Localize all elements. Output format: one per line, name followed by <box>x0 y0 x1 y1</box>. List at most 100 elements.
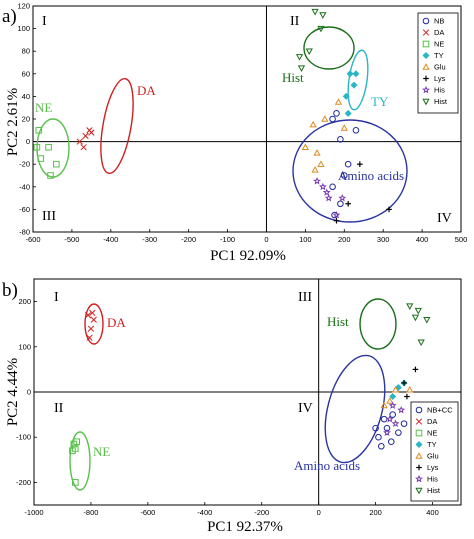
panel-b-quadrant-1: I <box>54 290 59 305</box>
legend-marker-his <box>422 85 430 94</box>
data-point-nb <box>344 160 352 168</box>
data-point-nb <box>329 183 336 191</box>
x-tick-label: -400 <box>103 235 118 244</box>
legend-marker-glu <box>422 63 430 70</box>
panel-b: b) -1000 -800 -600 -400 -200 0 200 400 -200-100… <box>2 278 462 535</box>
y-tick-label: 100 <box>18 342 31 351</box>
data-point-ne <box>53 160 60 168</box>
y-tick-label: 20 <box>22 115 30 124</box>
y-tick-label: 0 <box>27 388 31 397</box>
legend-marker-nb <box>422 17 430 25</box>
data-point-nb-cc <box>377 442 385 450</box>
y-tick-label: -60 <box>19 205 30 214</box>
data-point-hist <box>417 339 425 347</box>
panel-b-axis-lines <box>34 279 461 505</box>
y-tick-label: 100 <box>17 24 30 33</box>
data-point-da <box>90 316 97 323</box>
panel-a-legend-box <box>417 12 459 114</box>
x-tick-label: 300 <box>377 235 390 244</box>
data-point-hist <box>295 54 304 61</box>
legend-marker-ne <box>415 429 423 437</box>
panel-a-da-label: DA <box>137 83 156 98</box>
panel-a-ne-label: NE <box>35 100 52 115</box>
data-point-ty <box>350 81 358 89</box>
y-tick-label: 40 <box>22 92 30 101</box>
data-point-ty <box>344 109 352 117</box>
data-point-nb-cc <box>387 438 395 446</box>
legend-label: Hist <box>427 486 441 495</box>
data-point-glu <box>334 98 343 105</box>
legend-marker-glu <box>415 452 423 459</box>
data-point-ne <box>71 479 79 486</box>
data-point-hist <box>297 65 306 72</box>
legend-label: NE <box>434 40 444 49</box>
data-point-ne <box>35 127 43 134</box>
panel-b-legend-box <box>410 401 459 502</box>
panel-b-hist-label: Hist <box>327 314 349 329</box>
panel-a-amino-ellipse <box>292 119 408 223</box>
panel-b-y-axis-title: PC2 4.44% <box>5 358 21 426</box>
panel-a: a) -600 -500 -400 -300 -200 -100 0 100 200 300 400… <box>2 2 467 265</box>
panel-b-legend: NB+CC DA NE TY Glu Lys His Hist <box>410 401 459 502</box>
panel-a-x-ticks: -600 -500 -400 -300 -200 -100 0 100 200 300 400 500 <box>25 229 467 244</box>
x-tick-label: -600 <box>25 235 40 244</box>
panel-a-y-axis-title: PC2 2.61% <box>5 88 21 156</box>
legend-marker-lys <box>416 464 422 471</box>
data-point-nb <box>329 115 336 123</box>
data-point-nb-cc <box>372 424 379 432</box>
legend-label: TY <box>434 51 444 60</box>
data-point-hist <box>305 48 313 56</box>
data-point-glu <box>309 120 317 128</box>
data-point-his <box>385 415 394 423</box>
data-point-his <box>397 405 406 414</box>
legend-marker-ty <box>422 51 430 60</box>
x-tick-label: -600 <box>140 508 155 517</box>
panel-a-points <box>33 8 392 224</box>
data-point-nb-cc <box>380 415 388 423</box>
panel-a-x-axis-title: PC1 92.09% <box>210 248 286 264</box>
data-point-ty <box>342 92 350 100</box>
panel-a-quadrant-4: IV <box>437 211 452 226</box>
data-point-glu <box>380 401 388 409</box>
y-tick-label: 60 <box>22 69 30 78</box>
data-point-glu <box>313 149 321 156</box>
data-point-hist <box>423 316 431 324</box>
data-point-ty <box>346 70 354 78</box>
data-point-da <box>80 144 87 151</box>
data-point-glu <box>391 385 400 393</box>
data-point-ty <box>389 393 397 401</box>
x-tick-label: -400 <box>197 508 212 517</box>
panel-b-amino-label: Amino acids <box>294 458 360 473</box>
x-tick-label: 0 <box>317 508 321 517</box>
data-point-nb-cc <box>395 429 402 436</box>
panel-b-ne-ellipse <box>69 431 91 491</box>
legend-marker-his <box>415 474 423 483</box>
legend-label: NB <box>434 17 444 26</box>
data-point-ne <box>47 172 54 179</box>
legend-label: NE <box>427 429 437 438</box>
panel-a-quadrant-1: I <box>42 14 47 29</box>
data-point-lys <box>404 393 410 400</box>
panel-a-frame <box>32 5 462 233</box>
legend-label: NB+CC <box>427 406 453 415</box>
data-point-glu <box>386 397 394 404</box>
panel-a-hist-label: Hist <box>282 70 304 85</box>
data-point-hist <box>317 25 325 33</box>
data-point-nb <box>333 110 340 117</box>
legend-marker-hist <box>422 98 430 106</box>
x-tick-label: -1000 <box>24 508 43 517</box>
y-tick-label: 80 <box>22 47 30 56</box>
panel-a-letter: a) <box>2 6 17 27</box>
data-point-nb-cc <box>400 420 408 427</box>
panel-b-points <box>69 303 431 486</box>
data-point-glu <box>406 385 414 393</box>
x-tick-label: 200 <box>338 235 351 244</box>
data-point-nb <box>337 200 344 208</box>
legend-marker-nb-cc <box>415 406 423 414</box>
data-point-his <box>324 193 333 202</box>
y-tick-label: 200 <box>18 297 31 306</box>
y-tick-label: -20 <box>19 160 30 169</box>
data-point-hist <box>406 303 414 310</box>
legend-label: Glu <box>427 452 439 461</box>
data-point-glu <box>311 166 319 173</box>
